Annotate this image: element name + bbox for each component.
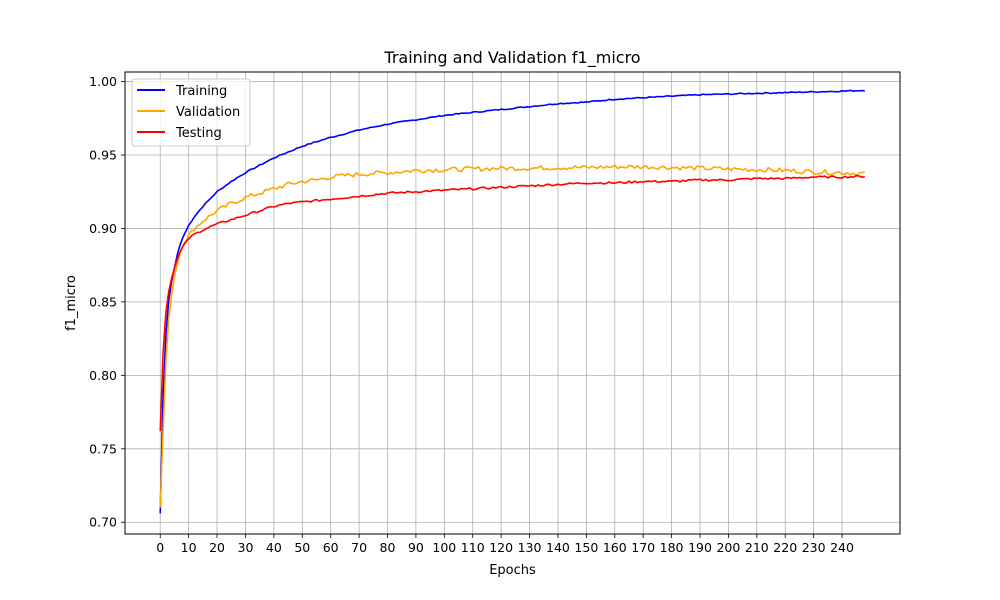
grid-lines (125, 72, 900, 534)
x-tick-label: 170 (631, 540, 655, 555)
x-tick-label: 20 (209, 540, 225, 555)
x-tick-label: 240 (830, 540, 854, 555)
x-tick-label: 30 (238, 540, 254, 555)
x-tick-label: 110 (461, 540, 485, 555)
legend-label-validation: Validation (176, 105, 240, 120)
x-tick-label: 50 (294, 540, 310, 555)
chart-title: Training and Validation f1_micro (383, 48, 640, 68)
legend-label-training: Training (175, 84, 227, 99)
y-tick-label: 1.00 (89, 74, 117, 89)
x-tick-label: 40 (266, 540, 282, 555)
x-tick-label: 180 (660, 540, 684, 555)
x-tick-label: 120 (489, 540, 513, 555)
x-tick-label: 210 (745, 540, 769, 555)
axis-ticks: 0 10 20 30 40 50 60 70 80 90 100 110 120 130 140 150 160… (89, 74, 854, 555)
x-axis-title: Epochs (489, 563, 536, 578)
y-tick-label: 0.95 (89, 147, 117, 162)
x-tick-label: 230 (802, 540, 826, 555)
x-tick-label: 150 (574, 540, 598, 555)
x-tick-label: 160 (603, 540, 627, 555)
x-tick-label: 0 (156, 540, 164, 555)
y-axis-title: f1_micro (64, 275, 79, 331)
legend-box (131, 78, 251, 147)
x-tick-label: 140 (546, 540, 570, 555)
series-line-validation (159, 164, 865, 508)
legend-label-testing: Testing (175, 126, 222, 141)
series-line-testing (159, 174, 865, 432)
series-line-training (159, 89, 865, 514)
x-tick-label: 10 (181, 540, 197, 555)
y-tick-label: 0.70 (89, 515, 117, 530)
x-tick-label: 200 (716, 540, 740, 555)
y-tick-label: 0.90 (89, 221, 117, 236)
x-tick-label: 70 (351, 540, 367, 555)
plot-frame (124, 71, 901, 535)
y-tick-label: 0.80 (89, 368, 117, 383)
x-tick-label: 60 (323, 540, 339, 555)
y-tick-label: 0.75 (89, 441, 117, 456)
x-tick-label: 190 (688, 540, 712, 555)
x-tick-label: 100 (432, 540, 456, 555)
series-layer (159, 89, 865, 514)
legend: Training Validation Testing (131, 78, 251, 147)
y-tick-label: 0.85 (89, 294, 117, 309)
x-tick-label: 90 (408, 540, 424, 555)
x-tick-label: 80 (380, 540, 396, 555)
x-tick-label: 220 (773, 540, 797, 555)
x-tick-label: 130 (518, 540, 542, 555)
